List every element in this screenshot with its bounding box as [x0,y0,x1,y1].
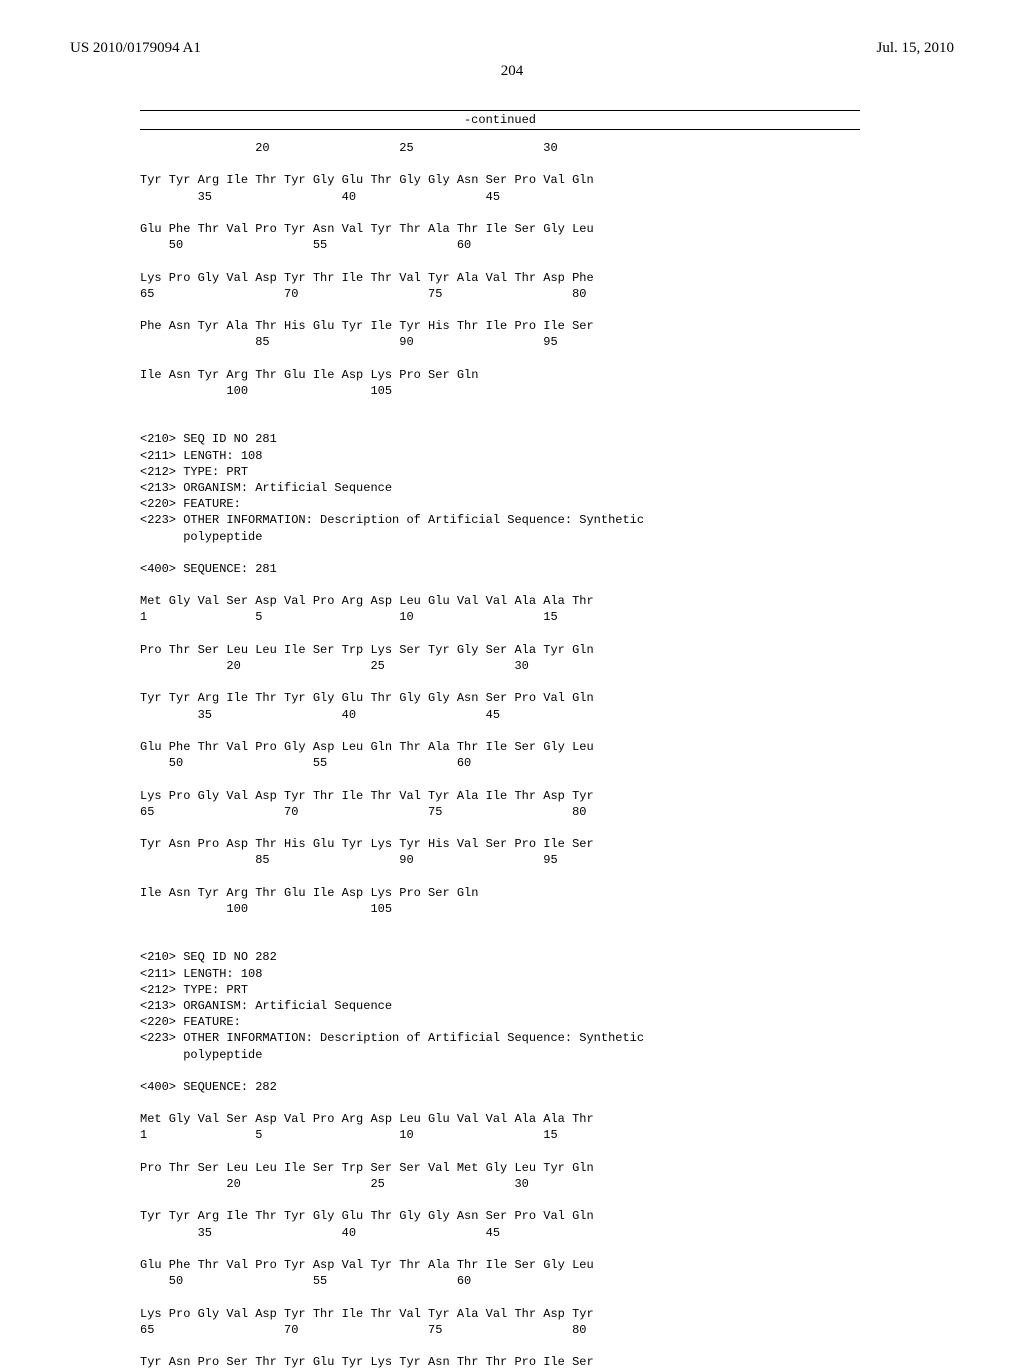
seq-meta-line: polypeptide [140,1047,954,1063]
blank-line [140,350,954,366]
seq-aa-line: Pro Thr Ser Leu Leu Ile Ser Trp Lys Ser … [140,642,954,658]
seq-num-line: 50 55 60 [140,1273,954,1289]
blank-line [140,545,954,561]
seq-meta-line: <223> OTHER INFORMATION: Description of … [140,512,954,528]
blank-line [140,820,954,836]
blank-line [140,156,954,172]
seq-meta-line: <400> SEQUENCE: 281 [140,561,954,577]
blank-line [140,1338,954,1354]
seq-meta-line: <212> TYPE: PRT [140,982,954,998]
seq-aa-line: Glu Phe Thr Val Pro Tyr Asp Val Tyr Thr … [140,1257,954,1273]
blank-line [140,1063,954,1079]
publication-date: Jul. 15, 2010 [876,40,954,57]
seq-meta-line: <212> TYPE: PRT [140,464,954,480]
seq-meta-line: <210> SEQ ID NO 282 [140,949,954,965]
seq-aa-line: Tyr Tyr Arg Ile Thr Tyr Gly Glu Thr Gly … [140,690,954,706]
seq-meta-line: <211> LENGTH: 108 [140,966,954,982]
blank-line [140,415,954,431]
seq-aa-line: Lys Pro Gly Val Asp Tyr Thr Ile Thr Val … [140,1306,954,1322]
seq-num-line: 50 55 60 [140,755,954,771]
seq-meta-line: <400> SEQUENCE: 282 [140,1079,954,1095]
blank-line [140,205,954,221]
seq-num-line: 20 25 30 [140,1176,954,1192]
seq-aa-line: Met Gly Val Ser Asp Val Pro Arg Asp Leu … [140,593,954,609]
seq-meta-line: <211> LENGTH: 108 [140,448,954,464]
continued-label: -continued [140,110,860,130]
seq-num-line: 100 105 [140,901,954,917]
publication-number: US 2010/0179094 A1 [70,40,201,57]
seq-aa-line: Met Gly Val Ser Asp Val Pro Arg Asp Leu … [140,1111,954,1127]
seq-num-line: 1 5 10 15 [140,609,954,625]
blank-line [140,1095,954,1111]
seq-aa-line: Ile Asn Tyr Arg Thr Glu Ile Asp Lys Pro … [140,885,954,901]
seq-aa-line: Ile Asn Tyr Arg Thr Glu Ile Asp Lys Pro … [140,367,954,383]
blank-line [140,399,954,415]
seq-aa-line: Glu Phe Thr Val Pro Gly Asp Leu Gln Thr … [140,739,954,755]
seq-num-line: 85 90 95 [140,852,954,868]
page: US 2010/0179094 A1 Jul. 15, 2010 204 -co… [0,0,1024,1320]
page-number: 204 [70,63,954,80]
seq-num-line: 20 25 30 [140,658,954,674]
blank-line [140,626,954,642]
seq-num-line: 85 90 95 [140,334,954,350]
seq-aa-line: Lys Pro Gly Val Asp Tyr Thr Ile Thr Val … [140,788,954,804]
sequence-listing: 20 25 30 Tyr Tyr Arg Ile Thr Tyr Gly Glu… [140,140,954,1370]
blank-line [140,1144,954,1160]
blank-line [140,302,954,318]
seq-num-line: 100 105 [140,383,954,399]
blank-line [140,771,954,787]
seq-num-line: 65 70 75 80 [140,286,954,302]
seq-meta-line: <220> FEATURE: [140,1014,954,1030]
blank-line [140,253,954,269]
continued-wrap: -continued [140,110,860,130]
seq-aa-line: Tyr Asn Pro Ser Thr Tyr Glu Tyr Lys Tyr … [140,1354,954,1370]
seq-aa-line: 20 25 30 [140,140,954,156]
seq-meta-line: <223> OTHER INFORMATION: Description of … [140,1030,954,1046]
seq-aa-line: Lys Pro Gly Val Asp Tyr Thr Ile Thr Val … [140,270,954,286]
seq-meta-line: <213> ORGANISM: Artificial Sequence [140,998,954,1014]
seq-num-line: 65 70 75 80 [140,804,954,820]
blank-line [140,577,954,593]
seq-num-line: 35 40 45 [140,707,954,723]
seq-num-line: 50 55 60 [140,237,954,253]
seq-meta-line: <213> ORGANISM: Artificial Sequence [140,480,954,496]
seq-aa-line: Glu Phe Thr Val Pro Tyr Asn Val Tyr Thr … [140,221,954,237]
seq-aa-line: Tyr Tyr Arg Ile Thr Tyr Gly Glu Thr Gly … [140,1208,954,1224]
seq-num-line: 65 70 75 80 [140,1322,954,1338]
blank-line [140,917,954,933]
seq-meta-line: <210> SEQ ID NO 281 [140,431,954,447]
seq-num-line: 35 40 45 [140,1225,954,1241]
blank-line [140,933,954,949]
blank-line [140,1289,954,1305]
seq-aa-line: Pro Thr Ser Leu Leu Ile Ser Trp Ser Ser … [140,1160,954,1176]
blank-line [140,1241,954,1257]
blank-line [140,868,954,884]
page-header: US 2010/0179094 A1 Jul. 15, 2010 [70,40,954,57]
seq-num-line: 1 5 10 15 [140,1127,954,1143]
seq-num-line: 35 40 45 [140,189,954,205]
seq-meta-line: polypeptide [140,529,954,545]
blank-line [140,1192,954,1208]
seq-aa-line: Phe Asn Tyr Ala Thr His Glu Tyr Ile Tyr … [140,318,954,334]
seq-aa-line: Tyr Asn Pro Asp Thr His Glu Tyr Lys Tyr … [140,836,954,852]
blank-line [140,674,954,690]
seq-aa-line: Tyr Tyr Arg Ile Thr Tyr Gly Glu Thr Gly … [140,172,954,188]
seq-meta-line: <220> FEATURE: [140,496,954,512]
blank-line [140,723,954,739]
